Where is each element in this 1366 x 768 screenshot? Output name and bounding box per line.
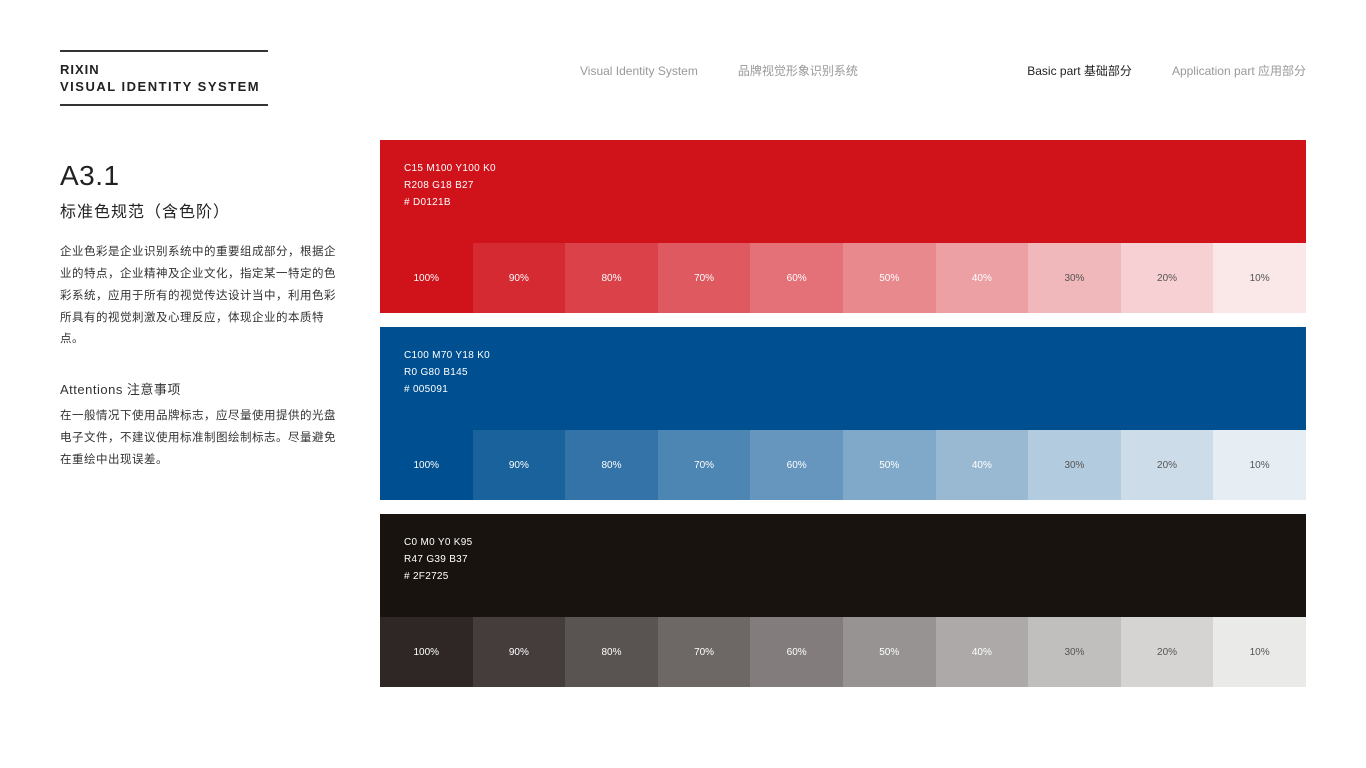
color-swatch-1: C100 M70 Y18 K0R0 G80 B145# 005091100%90… — [380, 327, 1306, 500]
nav-basic-part: Basic part 基础部分 — [1027, 62, 1132, 79]
tint-cell: 60% — [750, 617, 843, 687]
tint-cell: 10% — [1213, 430, 1306, 500]
section-description: 企业色彩是企业识别系统中的重要组成部分，根据企业的特点，企业精神及企业文化，指定… — [60, 242, 340, 351]
header-rule-top — [60, 50, 268, 52]
attention-body: 在一般情况下使用品牌标志，应尽量使用提供的光盘电子文件，不建议使用标准制图绘制标… — [60, 406, 340, 472]
tint-cell: 50% — [843, 617, 936, 687]
tint-cell: 70% — [658, 430, 751, 500]
tint-cell: 10% — [1213, 617, 1306, 687]
nav-vis-en: Visual Identity System — [580, 64, 698, 78]
tint-cell: 70% — [658, 617, 751, 687]
tint-cell: 10% — [1213, 243, 1306, 313]
tint-cell: 100% — [380, 243, 473, 313]
swatch-header: C15 M100 Y100 K0R208 G18 B27# D0121B — [380, 140, 1306, 243]
tint-row: 100%90%80%70%60%50%40%30%20%10% — [380, 243, 1306, 313]
tint-cell: 40% — [936, 243, 1029, 313]
rgb-value: R208 G18 B27 — [404, 177, 1282, 194]
tint-cell: 60% — [750, 430, 843, 500]
swatch-header: C100 M70 Y18 K0R0 G80 B145# 005091 — [380, 327, 1306, 430]
color-swatches: C15 M100 Y100 K0R208 G18 B27# D0121B100%… — [380, 140, 1306, 687]
tint-cell: 30% — [1028, 617, 1121, 687]
color-swatch-2: C0 M0 Y0 K95R47 G39 B37# 2F2725100%90%80… — [380, 514, 1306, 687]
tint-cell: 90% — [473, 617, 566, 687]
header-rule-bottom — [60, 104, 268, 106]
tint-cell: 20% — [1121, 430, 1214, 500]
brand-block: RIXIN VISUAL IDENTITY SYSTEM — [60, 62, 268, 94]
tint-row: 100%90%80%70%60%50%40%30%20%10% — [380, 430, 1306, 500]
swatch-header: C0 M0 Y0 K95R47 G39 B37# 2F2725 — [380, 514, 1306, 617]
tint-cell: 30% — [1028, 430, 1121, 500]
tint-cell: 50% — [843, 430, 936, 500]
hex-value: # 005091 — [404, 381, 1282, 398]
tint-cell: 50% — [843, 243, 936, 313]
tint-cell: 90% — [473, 430, 566, 500]
tint-cell: 60% — [750, 243, 843, 313]
section-title: 标准色规范（含色阶） — [60, 198, 340, 222]
cmyk-value: C0 M0 Y0 K95 — [404, 534, 1282, 551]
header-nav: Visual Identity System 品牌视觉形象识别系统 Basic … — [580, 62, 1306, 79]
sidebar: A3.1 标准色规范（含色阶） 企业色彩是企业识别系统中的重要组成部分，根据企业… — [60, 160, 340, 472]
hex-value: # D0121B — [404, 194, 1282, 211]
rgb-value: R47 G39 B37 — [404, 551, 1282, 568]
rgb-value: R0 G80 B145 — [404, 364, 1282, 381]
tint-cell: 20% — [1121, 617, 1214, 687]
hex-value: # 2F2725 — [404, 568, 1282, 585]
tint-row: 100%90%80%70%60%50%40%30%20%10% — [380, 617, 1306, 687]
section-code: A3.1 — [60, 160, 340, 192]
tint-cell: 100% — [380, 617, 473, 687]
nav-vis-cn: 品牌视觉形象识别系统 — [738, 62, 858, 79]
tint-cell: 80% — [565, 617, 658, 687]
nav-application-part: Application part 应用部分 — [1172, 62, 1306, 79]
tint-cell: 80% — [565, 430, 658, 500]
brand-name: RIXIN — [60, 62, 268, 77]
brand-subtitle: VISUAL IDENTITY SYSTEM — [60, 79, 268, 94]
tint-cell: 80% — [565, 243, 658, 313]
color-swatch-0: C15 M100 Y100 K0R208 G18 B27# D0121B100%… — [380, 140, 1306, 313]
tint-cell: 70% — [658, 243, 751, 313]
tint-cell: 90% — [473, 243, 566, 313]
tint-cell: 30% — [1028, 243, 1121, 313]
attention-title: Attentions 注意事项 — [60, 379, 340, 398]
tint-cell: 40% — [936, 430, 1029, 500]
cmyk-value: C100 M70 Y18 K0 — [404, 347, 1282, 364]
cmyk-value: C15 M100 Y100 K0 — [404, 160, 1282, 177]
tint-cell: 20% — [1121, 243, 1214, 313]
tint-cell: 100% — [380, 430, 473, 500]
tint-cell: 40% — [936, 617, 1029, 687]
